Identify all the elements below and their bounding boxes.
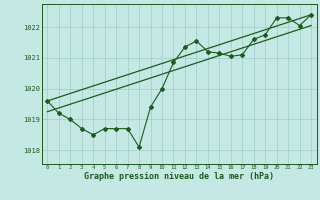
X-axis label: Graphe pression niveau de la mer (hPa): Graphe pression niveau de la mer (hPa) (84, 172, 274, 181)
